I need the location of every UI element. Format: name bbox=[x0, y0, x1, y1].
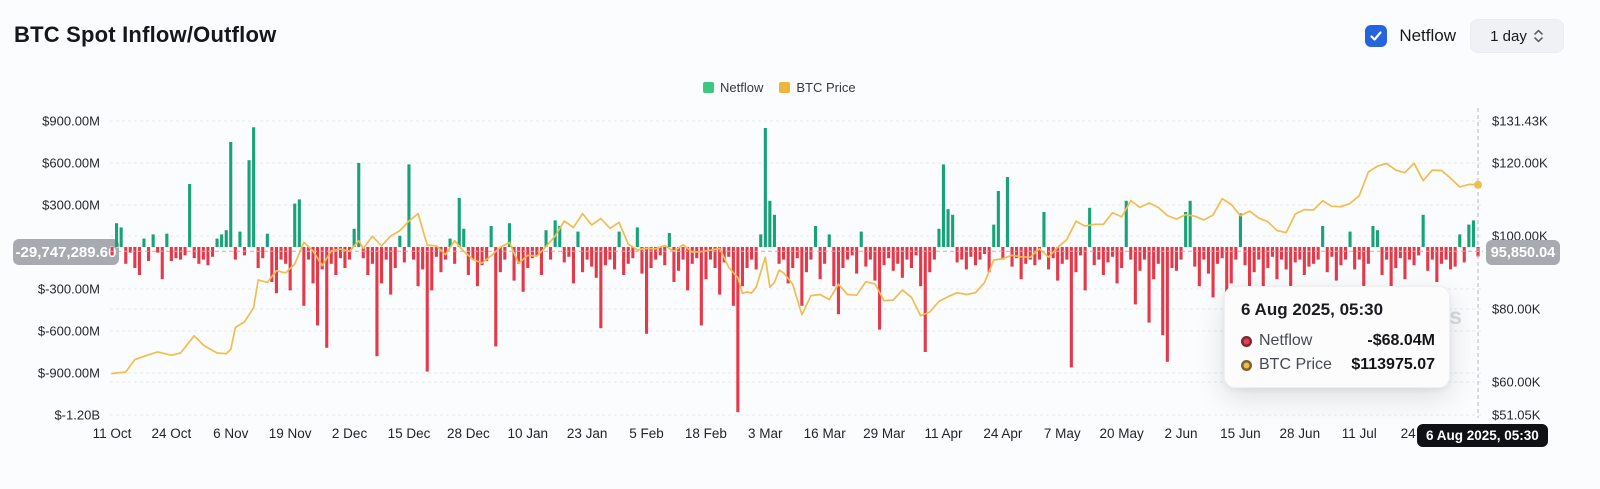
interval-value: 1 day bbox=[1490, 27, 1527, 45]
y-axis-tick-label: $-600.00M bbox=[37, 323, 100, 339]
x-axis-tick-label: 18 Feb bbox=[684, 426, 727, 441]
tooltip-row-netflow: Netflow -$68.04M bbox=[1241, 332, 1435, 350]
y-axis-tick-label: $-300.00M bbox=[37, 281, 100, 297]
legend-label: Netflow bbox=[720, 80, 764, 95]
x-axis-tick-label: 2 Jun bbox=[1164, 426, 1198, 441]
left-crosshair-badge: -29,747,289.60 bbox=[13, 239, 119, 265]
x-axis-tick-label: 24 Apr bbox=[983, 426, 1023, 441]
interval-select[interactable]: 1 day bbox=[1470, 19, 1564, 53]
x-axis-tick-label: 28 Dec bbox=[446, 426, 490, 441]
tooltip-label: Netflow bbox=[1259, 332, 1313, 349]
tooltip-label: BTC Price bbox=[1259, 356, 1332, 373]
x-axis-tick-label: 16 Mar bbox=[803, 426, 846, 441]
crosshair-date-pill: 6 Aug 2025, 05:30 bbox=[1417, 424, 1548, 447]
netflow-dot-icon bbox=[1241, 335, 1252, 347]
x-axis-tick-label: 11 Jul bbox=[1341, 426, 1377, 441]
x-axis-tick-label: 24 Oct bbox=[151, 426, 192, 441]
x-axis-tick-label: 20 May bbox=[1099, 426, 1144, 441]
x-axis-tick-label: 28 Jun bbox=[1279, 426, 1321, 441]
y-axis-tick-label: $-900.00M bbox=[37, 365, 100, 381]
x-axis-tick-label: 7 May bbox=[1043, 426, 1081, 441]
page-title: BTC Spot Inflow/Outflow bbox=[14, 22, 277, 47]
legend-label: BTC Price bbox=[796, 80, 856, 95]
btc-price-swatch bbox=[779, 82, 791, 93]
x-axis-tick-label: 11 Apr bbox=[924, 426, 963, 441]
chart-controls: Netflow 1 day bbox=[1365, 19, 1564, 53]
y-axis-tick-label: $60.00K bbox=[1492, 374, 1541, 390]
y-axis-tick-label: $100.00K bbox=[1492, 228, 1548, 244]
chevron-up-down-icon bbox=[1533, 28, 1544, 44]
x-axis-tick-label: 19 Nov bbox=[268, 426, 312, 441]
y-axis-tick-label: $300.00M bbox=[42, 197, 100, 213]
y-axis-tick-label: $80.00K bbox=[1492, 301, 1541, 317]
tooltip-value: -$68.04M bbox=[1367, 332, 1435, 349]
x-axis-tick-label: 10 Jan bbox=[507, 426, 549, 441]
x-axis-tick-label: 2 Dec bbox=[331, 426, 368, 441]
netflow-checkbox-label: Netflow bbox=[1399, 26, 1456, 45]
tooltip-date: 6 Aug 2025, 05:30 bbox=[1241, 300, 1384, 319]
y-axis-tick-label: $900.00M bbox=[42, 113, 100, 129]
legend-item-netflow[interactable]: Netflow bbox=[703, 80, 763, 95]
legend-item-btc-price[interactable]: BTC Price bbox=[779, 80, 856, 95]
tooltip-value: $113975.07 bbox=[1351, 356, 1435, 373]
x-axis-tick-label: 6 Nov bbox=[213, 426, 249, 441]
y-axis-tick-label: $600.00M bbox=[42, 155, 100, 171]
tooltip-row-btc-price: BTC Price $113975.07 bbox=[1241, 356, 1435, 374]
y-axis-tick-label: $131.43K bbox=[1492, 113, 1548, 129]
x-axis-tick-label: 5 Feb bbox=[629, 426, 664, 441]
chart-legend: Netflow BTC Price bbox=[703, 80, 856, 95]
x-axis-tick-label: 15 Jun bbox=[1220, 426, 1261, 441]
x-axis-tick-label: 23 Jan bbox=[566, 426, 608, 441]
x-axis-tick-label: 3 Mar bbox=[748, 426, 783, 441]
y-axis-tick-label: $-1.20B bbox=[54, 407, 100, 423]
x-axis-tick-label: 29 Mar bbox=[863, 426, 906, 441]
y-axis-tick-label: $120.00K bbox=[1492, 155, 1548, 171]
netflow-checkbox[interactable] bbox=[1365, 25, 1388, 47]
x-axis-tick-label: 11 Oct bbox=[92, 426, 132, 441]
y-axis-tick-label: $51.05K bbox=[1492, 407, 1541, 423]
checkmark-icon bbox=[1369, 29, 1383, 43]
btc-price-dot-icon bbox=[1241, 359, 1252, 371]
chart-tooltip: 6 Aug 2025, 05:30 Netflow -$68.04M BTC P… bbox=[1224, 286, 1450, 388]
x-axis-tick-label: 15 Dec bbox=[387, 426, 431, 441]
netflow-swatch bbox=[703, 82, 714, 93]
right-crosshair-badge: 95,850.04 bbox=[1486, 240, 1560, 265]
